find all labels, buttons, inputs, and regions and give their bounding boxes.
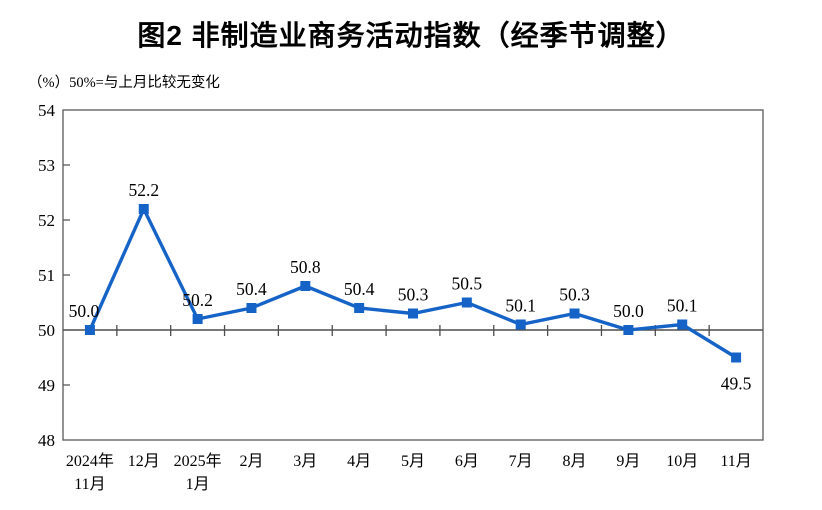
x-axis-category-label: 2月 — [239, 453, 263, 470]
data-point-marker — [84, 325, 95, 335]
data-point-marker — [569, 308, 580, 319]
data-point-label: 49.5 — [721, 374, 752, 394]
data-point-label: 50.2 — [182, 290, 213, 310]
x-axis-category-label: 7月 — [509, 453, 533, 470]
data-point-marker — [138, 204, 149, 214]
y-axis-tick-label: 53 — [38, 156, 55, 175]
x-axis-category-label: 10月 — [666, 453, 698, 470]
data-point-label: 50.5 — [452, 274, 483, 294]
x-axis-category-label: 5月 — [401, 453, 425, 470]
data-point-marker — [731, 352, 742, 363]
data-point-label: 50.0 — [613, 301, 644, 321]
data-point-label: 50.1 — [667, 296, 698, 316]
x-axis-category-label: 11月 — [720, 453, 751, 470]
x-axis-category-label: 2025年 — [174, 452, 222, 470]
x-axis-category-label: 8月 — [563, 453, 587, 470]
data-line — [88, 204, 737, 359]
data-point-label: 50.3 — [559, 285, 590, 305]
data-point-marker — [461, 297, 472, 308]
data-point-marker — [192, 314, 203, 324]
data-point-marker — [677, 319, 688, 330]
data-point-label: 50.8 — [290, 257, 321, 277]
x-axis-category-label: 3月 — [293, 453, 317, 470]
chart-subtitle: （%）50%=与上月比较无变化 — [28, 75, 220, 91]
plot-border — [62, 109, 764, 441]
data-point-label: 50.4 — [236, 279, 267, 299]
x-axis-category-label: 12月 — [128, 453, 160, 470]
x-axis-category-label: 1月 — [186, 476, 210, 493]
y-axis-tick-label: 52 — [38, 211, 55, 230]
data-point-marker — [408, 308, 418, 319]
y-axis-tick-label: 51 — [38, 266, 55, 285]
data-point-marker — [246, 303, 257, 313]
data-point-label: 50.0 — [69, 301, 100, 321]
x-axis-category-label: 4月 — [347, 453, 371, 470]
data-point-marker — [623, 325, 634, 335]
data-point-label: 50.3 — [398, 285, 429, 305]
y-axis-tick-label: 48 — [38, 431, 55, 450]
data-point-marker — [300, 281, 311, 291]
y-axis-tick-label: 54 — [38, 101, 56, 120]
y-axis-tick-label: 50 — [38, 321, 55, 340]
x-axis-category-label: 2024年 — [66, 452, 114, 470]
x-axis-category-label: 6月 — [455, 453, 479, 470]
y-axis-tick-label: 49 — [38, 376, 55, 395]
chart-title: 图2 非制造业商务活动指数（经季节调整） — [137, 20, 685, 51]
data-point-label: 52.2 — [128, 180, 159, 200]
x-axis-category-label: 9月 — [616, 453, 640, 470]
data-point-marker — [354, 303, 365, 313]
data-point-label: 50.4 — [344, 279, 375, 299]
data-point-label: 50.1 — [505, 296, 536, 316]
data-point-marker — [515, 319, 526, 330]
x-axis-category-label: 11月 — [74, 476, 105, 493]
